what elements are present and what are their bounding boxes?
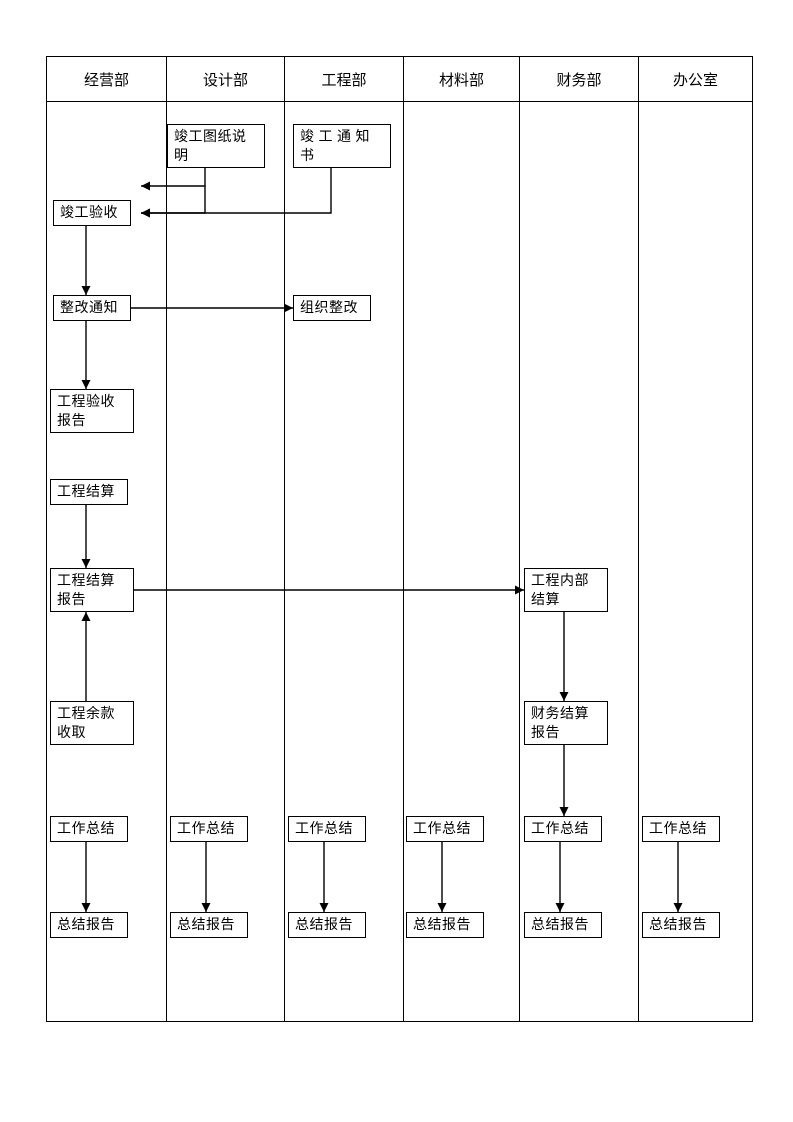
flowchart-node-sr6: 总结报告 — [642, 912, 720, 938]
column-body — [284, 102, 403, 1022]
flowchart-node-ws1: 工作总结 — [50, 816, 128, 842]
flowchart-node-ws4: 工作总结 — [406, 816, 484, 842]
column-header: 办公室 — [638, 56, 753, 102]
column-body — [519, 102, 638, 1022]
column-header: 设计部 — [166, 56, 284, 102]
flowchart-canvas: 经营部设计部工程部材料部财务部办公室竣工图纸说明竣 工 通 知书竣工验收整改通知… — [0, 0, 793, 1122]
flowchart-node-sr1: 总结报告 — [50, 912, 128, 938]
column-header: 经营部 — [46, 56, 166, 102]
column-header: 工程部 — [284, 56, 403, 102]
flowchart-node-acceptance: 竣工验收 — [53, 200, 131, 226]
column-body — [638, 102, 753, 1022]
column-body — [403, 102, 519, 1022]
flowchart-node-accept_report: 工程验收报告 — [50, 389, 134, 433]
flowchart-node-org_rect: 组织整改 — [293, 295, 371, 321]
flowchart-node-sr5: 总结报告 — [524, 912, 602, 938]
flowchart-node-sr2: 总结报告 — [170, 912, 248, 938]
flowchart-node-fin_report: 财务结算报告 — [524, 701, 608, 745]
flowchart-node-ws5: 工作总结 — [524, 816, 602, 842]
flowchart-node-drawing_desc: 竣工图纸说明 — [167, 124, 265, 168]
flowchart-node-ws2: 工作总结 — [170, 816, 248, 842]
flowchart-node-settle_report: 工程结算报告 — [50, 568, 134, 612]
flowchart-node-completion_notice: 竣 工 通 知书 — [293, 124, 391, 168]
column-body — [46, 102, 166, 1022]
flowchart-node-balance_collect: 工程余款收取 — [50, 701, 134, 745]
flowchart-node-ws3: 工作总结 — [288, 816, 366, 842]
column-body — [166, 102, 284, 1022]
column-header: 材料部 — [403, 56, 519, 102]
flowchart-node-ws6: 工作总结 — [642, 816, 720, 842]
flowchart-node-sr3: 总结报告 — [288, 912, 366, 938]
column-header: 财务部 — [519, 56, 638, 102]
flowchart-node-settlement: 工程结算 — [50, 479, 128, 505]
flowchart-node-rect_notice: 整改通知 — [53, 295, 131, 321]
flowchart-node-sr4: 总结报告 — [406, 912, 484, 938]
flowchart-node-internal_settle: 工程内部结算 — [524, 568, 608, 612]
